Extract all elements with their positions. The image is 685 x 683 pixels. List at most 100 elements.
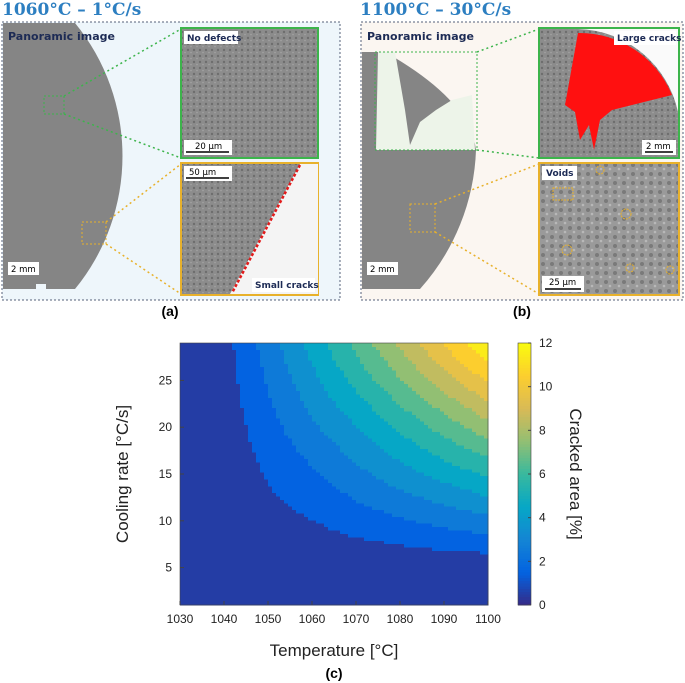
contour-cell: [204, 577, 209, 582]
contour-cell: [336, 451, 341, 456]
contour-cell: [412, 414, 417, 419]
contour-cell: [408, 560, 413, 565]
contour-cell: [400, 383, 405, 388]
contour-cell: [436, 526, 441, 531]
contour-cell: [320, 516, 325, 521]
contour-cell: [428, 594, 433, 599]
contour-cell: [180, 414, 185, 419]
contour-cell: [220, 587, 225, 592]
contour-cell: [288, 584, 293, 589]
contour-cell: [244, 509, 249, 514]
contour-cell: [460, 591, 465, 596]
contour-cell: [472, 502, 477, 507]
contour-cell: [236, 479, 241, 483]
contour-cell: [252, 451, 257, 456]
contour-cell: [360, 536, 365, 541]
contour-cell: [292, 523, 297, 528]
contour-cell: [192, 598, 197, 602]
contour-cell: [188, 400, 193, 405]
contour-cell: [420, 591, 425, 596]
contour-cell: [288, 468, 293, 473]
contour-cell: [376, 397, 381, 402]
contour-cell: [216, 553, 221, 558]
contour-cell: [208, 421, 213, 426]
contour-cell: [264, 445, 269, 449]
contour-cell: [216, 557, 221, 562]
contour-cell: [192, 489, 197, 494]
contour-cell: [388, 428, 393, 432]
contour-cell: [300, 441, 305, 446]
contour-cell: [388, 516, 393, 521]
contour-cell: [204, 468, 209, 473]
contour-cell: [312, 557, 317, 562]
contour-cell: [392, 550, 397, 555]
contour-cell: [356, 489, 361, 494]
contour-cell: [352, 526, 357, 531]
contour-cell: [232, 584, 237, 589]
contour-cell: [380, 492, 385, 497]
contour-cell: [196, 390, 201, 395]
contour-cell: [240, 547, 245, 551]
contour-cell: [480, 526, 485, 531]
contour-cell: [280, 451, 285, 456]
contour-cell: [476, 485, 481, 490]
contour-cell: [232, 472, 237, 477]
contour-cell: [292, 533, 297, 538]
contour-cell: [424, 390, 429, 395]
contour-cell: [184, 550, 189, 555]
contour-cell: [464, 581, 469, 585]
contour-cell: [312, 584, 317, 589]
contour-cell: [428, 485, 433, 490]
contour-cell: [244, 394, 249, 398]
contour-cell: [396, 536, 401, 541]
contour-cell: [480, 424, 485, 429]
contour-cell: [464, 506, 469, 511]
contour-cell: [300, 421, 305, 426]
contour-cell: [440, 540, 445, 545]
contour-cell: [304, 397, 309, 402]
contour-cell: [328, 496, 333, 500]
contour-cell: [336, 479, 341, 483]
contour-cell: [280, 567, 285, 572]
contour-cell: [452, 564, 457, 568]
contour-cell: [412, 448, 417, 453]
contour-cell: [356, 434, 361, 439]
contour-cell: [364, 564, 369, 568]
contour-cell: [224, 502, 229, 507]
contour-cell: [384, 394, 389, 398]
contour-cell: [348, 472, 353, 477]
contour-cell: [356, 536, 361, 541]
contour-cell: [212, 485, 217, 490]
contour-cell: [460, 523, 465, 528]
contour-cell: [216, 404, 221, 409]
contour-cell: [476, 567, 481, 572]
contour-cell: [264, 479, 269, 483]
contour-cell: [364, 502, 369, 507]
contour-cell: [412, 421, 417, 426]
contour-cell: [384, 445, 389, 449]
contour-cell: [244, 482, 249, 487]
contour-cell: [404, 380, 409, 385]
contour-cell: [352, 468, 357, 473]
contour-cell: [424, 397, 429, 402]
contour-cell: [260, 431, 265, 436]
contour-cell: [296, 584, 301, 589]
contour-cell: [408, 516, 413, 521]
contour-cell: [260, 472, 265, 477]
contour-cell: [256, 499, 261, 504]
contour-cell: [420, 438, 425, 443]
contour-cell: [484, 458, 489, 463]
contour-cell: [352, 407, 357, 412]
contour-cell: [292, 462, 297, 466]
contour-cell: [344, 526, 349, 531]
contour-cell: [432, 536, 437, 541]
contour-cell: [420, 516, 425, 521]
contour-cell: [372, 472, 377, 477]
contour-cell: [296, 550, 301, 555]
contour-cell: [432, 577, 437, 582]
contour-cell: [348, 397, 353, 402]
contour-cell: [208, 441, 213, 446]
contour-cell: [380, 400, 385, 405]
contour-cell: [456, 492, 461, 497]
contour-cell: [284, 506, 289, 511]
